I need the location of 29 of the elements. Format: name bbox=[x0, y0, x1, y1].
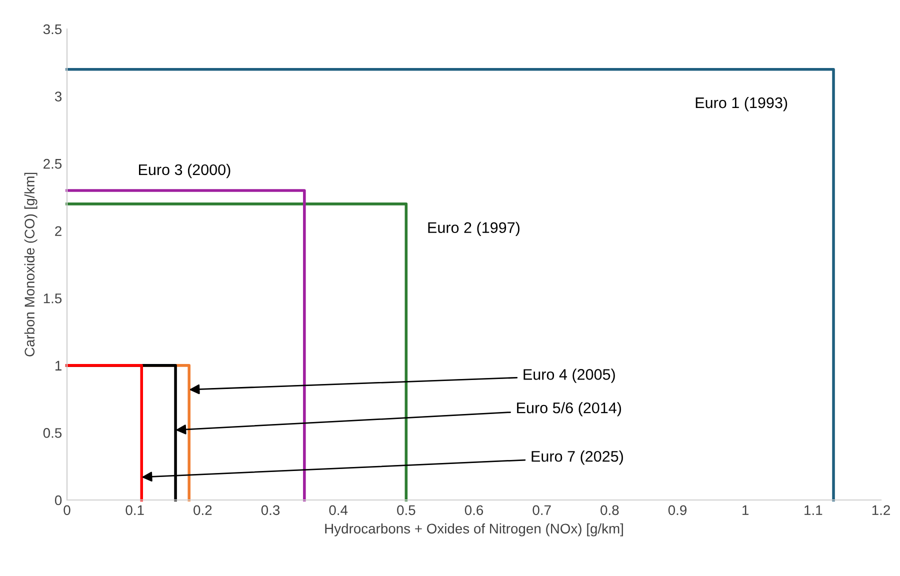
y-tick-label: 0.5 bbox=[43, 428, 62, 438]
x-tick-label: 0.9 bbox=[668, 505, 686, 516]
x-tick-label: 0.2 bbox=[194, 505, 212, 516]
y-tick-label: 0 bbox=[54, 495, 62, 506]
y-tick-label: 2 bbox=[55, 226, 62, 236]
series-label: Euro 3 (2000) bbox=[139, 164, 230, 178]
x-tick-label: 0.4 bbox=[329, 505, 348, 516]
y-tick-label: 3.5 bbox=[43, 24, 62, 34]
x-tick-label: 1 bbox=[742, 505, 749, 515]
annotation: Euro 7 (2025) bbox=[532, 450, 623, 465]
x-tick-label: 0.6 bbox=[464, 505, 484, 516]
y-tick-label: 1.5 bbox=[44, 294, 62, 304]
series-label: Euro 1 (1993) bbox=[696, 96, 788, 112]
x-tick-label: 1.2 bbox=[872, 505, 890, 515]
y-tick-label: 3 bbox=[54, 92, 62, 102]
series-label: Euro 2 (1997) bbox=[428, 222, 520, 236]
annotation: Euro 4 (2005) bbox=[524, 368, 615, 383]
x-tick-label: 0.8 bbox=[600, 505, 619, 516]
y-tick-label: 1 bbox=[55, 360, 62, 370]
x-tick-label: 0 bbox=[64, 505, 70, 516]
x-tick-label: 0.5 bbox=[397, 505, 416, 516]
y-tick-label: 2.5 bbox=[44, 158, 62, 169]
x-tick-label: 0.1 bbox=[126, 505, 144, 516]
annotation: Euro 5/6 (2014) bbox=[517, 402, 622, 416]
x-axis-title: Hydrocarbons + Oxides of Nitrogen (NOx) [g/km] bbox=[325, 523, 623, 536]
x-tick-label: 1.1 bbox=[804, 505, 822, 515]
y-axis-title: Carbon Monoxide (CO) [g/km] bbox=[24, 172, 38, 356]
x-tick-label: 0.3 bbox=[261, 505, 280, 516]
x-tick-label: 0.7 bbox=[532, 505, 551, 516]
